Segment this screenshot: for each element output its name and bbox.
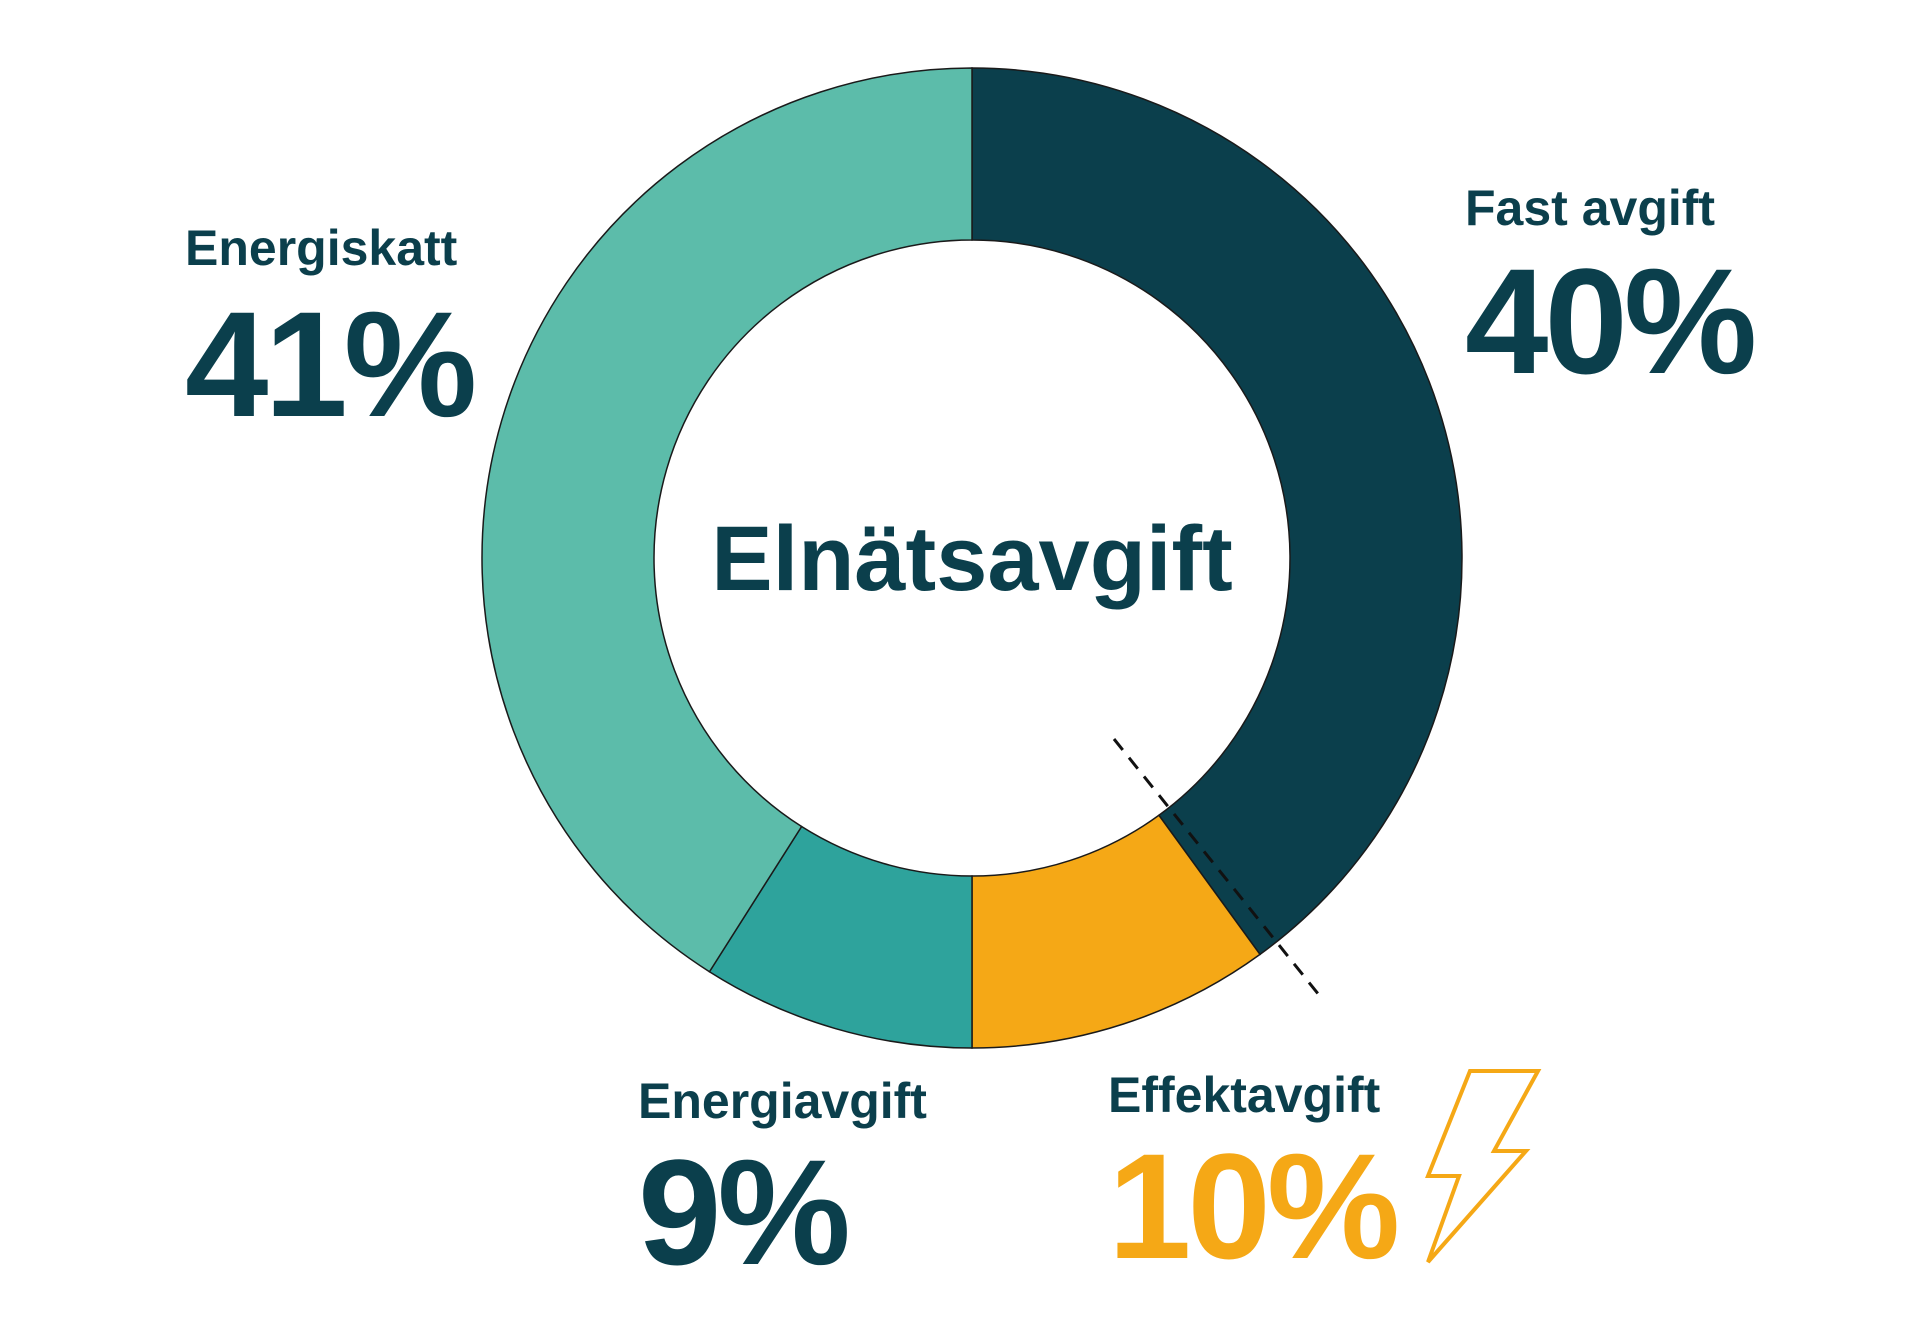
slice <box>971 67 1463 956</box>
slice <box>481 67 973 973</box>
slice-name: Fast avgift <box>1465 180 1715 236</box>
divider-dash <box>1112 738 1325 1001</box>
lightning-icon <box>1425 1069 1542 1264</box>
slice-name: Effektavgift <box>1108 1067 1381 1123</box>
slice-name: Energiskatt <box>185 220 458 276</box>
center-label: Elnätsavgift <box>711 508 1232 610</box>
value-label: 10% <box>1108 1122 1397 1290</box>
value-label: 9% <box>638 1128 847 1296</box>
slice-name: Energiavgift <box>638 1073 927 1129</box>
value-label: 41% <box>185 280 474 448</box>
value-label: 40% <box>1465 237 1754 405</box>
